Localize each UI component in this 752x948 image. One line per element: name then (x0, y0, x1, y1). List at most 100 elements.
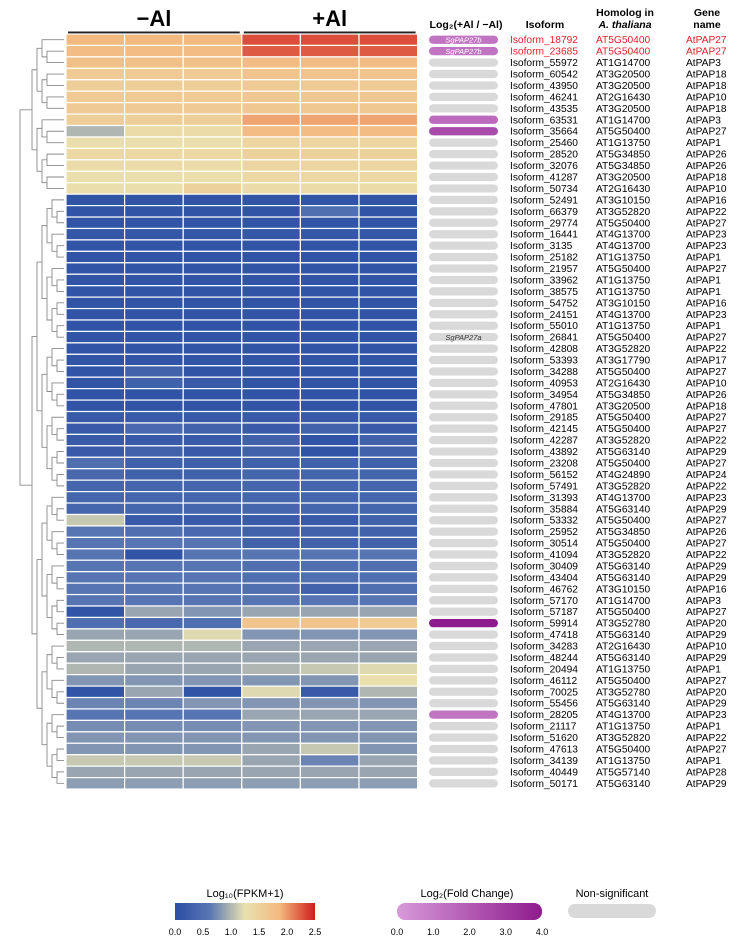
heatmap-cell (182, 205, 243, 218)
heatmap-cell (358, 559, 419, 573)
fold-change-pill (429, 630, 498, 639)
heatmap-cell (299, 628, 360, 641)
heatmap-cell (299, 216, 360, 230)
heatmap-cell (358, 67, 419, 81)
isoform-label: Isoform_55010 (510, 321, 578, 332)
isoform-label: Isoform_54752 (510, 298, 578, 309)
heatmap-cell (182, 33, 243, 47)
heatmap-cell (241, 79, 302, 92)
heatmap-cell (182, 159, 243, 172)
fold-change-column: SgPAP27b SgPAP27b SgPAP27a (429, 36, 498, 788)
heatmap-cell (182, 548, 243, 561)
heatmap-cell (123, 582, 184, 596)
heatmap-cell (182, 399, 243, 413)
heatmap-cell (123, 696, 184, 710)
gene-label: AtPAP1 (686, 321, 721, 332)
heatmap-cell (65, 365, 126, 378)
fold-change-pill (429, 619, 498, 628)
isoform-label: Isoform_24151 (510, 310, 578, 321)
homolog-label: AT3G52820 (596, 481, 651, 492)
dendrogram-branch (51, 754, 57, 779)
heatmap-cell (241, 719, 302, 733)
isoform-label: Isoform_42287 (510, 436, 578, 447)
heatmap-cell (299, 754, 360, 767)
heatmap-cell (65, 754, 126, 767)
fold-change-pill (429, 401, 498, 410)
heatmap-cell (123, 754, 184, 767)
heatmap-cell (65, 479, 126, 493)
isoform-label: Isoform_28205 (510, 710, 578, 721)
heatmap-cell (358, 250, 419, 264)
homolog-label: AT4G13700 (596, 493, 651, 504)
isoform-label: Isoform_60542 (510, 70, 578, 81)
fold-change-pill (429, 104, 498, 113)
heatmap-cell (299, 79, 360, 92)
heatmap-cell (123, 353, 184, 367)
heatmap-cell (123, 593, 184, 607)
heatmap-cell (182, 571, 243, 584)
heatmap-cell (65, 159, 126, 172)
expression-legend-tick: 2.0 (281, 927, 294, 937)
heatmap-cell (299, 548, 360, 561)
heatmap-cell (182, 754, 243, 767)
heatmap-cell (182, 765, 243, 779)
homolog-label: AT5G34850 (596, 150, 651, 161)
fold-change-header: Log₂(+Al / −Al) (430, 19, 503, 31)
isoform-label: Isoform_16441 (510, 230, 578, 241)
fold-change-pill (429, 607, 498, 616)
heatmap-cell (358, 330, 419, 344)
isoform-label: Isoform_59914 (510, 619, 578, 630)
isoform-header: Isoform (526, 19, 565, 31)
heatmap-cell (65, 491, 126, 504)
gene-label: AtPAP23 (686, 310, 727, 321)
fold-change-pill (429, 81, 498, 90)
heatmap-cell (182, 513, 243, 527)
heatmap-cell (182, 376, 243, 390)
isoform-label: Isoform_53332 (510, 516, 578, 527)
dendrogram-branch (46, 176, 64, 189)
heatmap-cell (299, 182, 360, 195)
gene-label: AtPAP3 (686, 596, 721, 607)
heatmap-cell (299, 696, 360, 710)
heatmap-cell (123, 639, 184, 653)
homolog-label: AT5G50400 (596, 127, 651, 138)
heatmap-cell (182, 685, 243, 699)
homolog-label: AT5G50400 (596, 35, 651, 46)
heatmap-cell (241, 193, 302, 207)
heatmap-cell (182, 582, 243, 596)
heatmap-cell (358, 605, 419, 619)
gene-label: AtPAP28 (686, 767, 727, 778)
homolog-label: AT1G13750 (596, 287, 651, 298)
heatmap-cell (241, 376, 302, 390)
heatmap-cell (241, 239, 302, 252)
isoform-label: Isoform_43892 (510, 447, 578, 458)
heatmap-cell (65, 239, 126, 252)
dendrogram-branch (41, 159, 47, 184)
heatmap-cell (299, 193, 360, 207)
fold-change-pill (429, 172, 498, 182)
heatmap-cell (123, 273, 184, 287)
isoform-label: Isoform_29774 (510, 218, 578, 229)
heatmap-cell (358, 170, 419, 184)
homolog-label: AT4G13700 (596, 230, 651, 241)
heatmap-cell (65, 67, 126, 81)
heatmap-cell (241, 639, 302, 653)
homolog-label: AT3G20500 (596, 104, 651, 115)
homolog-label: AT1G13750 (596, 275, 651, 286)
gene-label: AtPAP22 (686, 207, 727, 218)
isoform-label: Isoform_46112 (510, 676, 578, 687)
homolog-label: AT5G63140 (596, 561, 651, 572)
heatmap-cell (358, 685, 419, 699)
heatmap-cell (182, 273, 243, 287)
fold-change-pill (429, 207, 498, 216)
heatmap-cell (65, 262, 126, 275)
dendrogram-branch (46, 96, 64, 109)
fold-change-pill (429, 390, 498, 399)
heatmap-cell (65, 616, 126, 630)
heatmap-cell (358, 79, 419, 92)
heatmap-cell (182, 296, 243, 310)
isoform-label: Isoform_43950 (510, 81, 578, 92)
heatmap-cell (241, 330, 302, 344)
heatmap-cell (182, 410, 243, 424)
heatmap-cell (358, 719, 419, 733)
